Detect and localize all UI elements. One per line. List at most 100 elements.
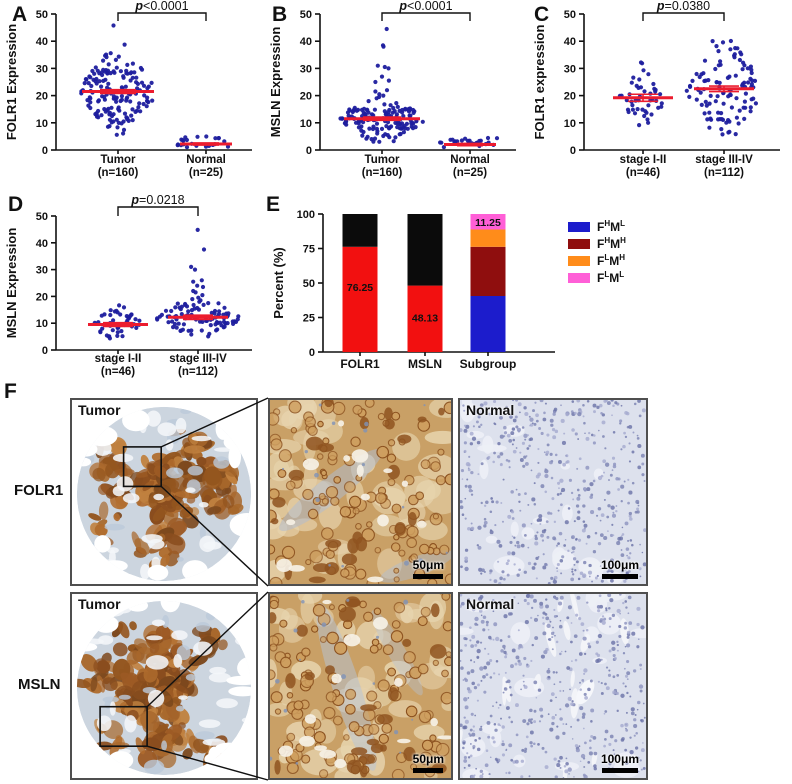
axes <box>51 215 252 351</box>
svg-text:50: 50 <box>300 9 312 21</box>
segment-FOLR1-low <box>342 214 378 247</box>
svg-text:30: 30 <box>300 63 312 75</box>
panel-f-label: F <box>4 380 17 403</box>
dots-Normal <box>175 134 231 150</box>
group-label: Tumor <box>101 154 136 166</box>
folr1-row-label: FOLR1 <box>14 482 64 499</box>
bar-FOLR1 <box>342 214 378 352</box>
significance-bracket <box>117 12 207 21</box>
svg-text:0: 0 <box>42 145 48 157</box>
segment-FH-ML <box>470 295 506 352</box>
panel-a-label: A <box>12 3 28 26</box>
msln-tumor-image-label: Tumor <box>78 596 121 612</box>
scatter-plot-D: 0 10 20 30 40 50 MSLN Expression stage I-II(n=4… <box>4 193 252 378</box>
legend-swatch-fhml <box>568 221 590 232</box>
legend-item-fhmh: FHMH <box>568 237 626 250</box>
median-line-stage III-IV <box>168 314 228 321</box>
significance-bracket <box>381 12 471 21</box>
ihc-zoom-texture <box>270 594 451 778</box>
folr1-normal-scalebar: 100μm <box>601 559 639 579</box>
bar-value-label: 48.13 <box>412 313 438 325</box>
legend-label-fhmh: FHMH <box>597 236 626 251</box>
svg-text:40: 40 <box>36 238 48 250</box>
legend-label-flmh: FLMH <box>597 253 626 268</box>
p-value-label: p<0.0001 <box>398 0 452 13</box>
legend-label-fhml: FHML <box>597 219 626 234</box>
svg-text:20: 20 <box>564 91 576 103</box>
svg-text:40: 40 <box>300 36 312 48</box>
group-label: Tumor <box>365 154 400 166</box>
folr1-normal-image: Normal 100μm <box>458 398 648 586</box>
svg-text:0: 0 <box>42 345 48 357</box>
legend-swatch-fhmh <box>568 238 590 249</box>
panel-d-label: D <box>8 193 24 216</box>
median-line-Normal <box>180 142 232 146</box>
dots-Tumor <box>79 23 155 137</box>
panel-b-chart-msln-tumor-vs-normal: 0 10 20 30 40 50 MSLN Expression Tumor (n=160) No… <box>264 0 528 195</box>
svg-text:20: 20 <box>300 91 312 103</box>
significance-bracket <box>117 206 199 216</box>
svg-text:40: 40 <box>36 36 48 48</box>
svg-text:50: 50 <box>36 9 48 21</box>
median-line-Tumor <box>82 88 154 95</box>
folr1-zoom-scalebar: 50μm <box>413 559 444 579</box>
scalebar-line <box>601 574 638 579</box>
segment-FH-MH <box>470 246 506 296</box>
p-value-label: p<0.0001 <box>134 0 188 13</box>
panel-e-label: E <box>266 193 281 216</box>
svg-text:30: 30 <box>564 63 576 75</box>
legend-item-flml: FLML <box>568 271 626 284</box>
y-axis-title: MSLN Expression <box>4 228 19 339</box>
y-axis-title: FOLR1 expression <box>532 25 547 140</box>
dots-stage III-IV <box>155 227 241 339</box>
svg-text:(n=46): (n=46) <box>626 167 660 179</box>
dots-stage I-II <box>617 60 664 128</box>
normal-tissue-texture <box>460 400 646 584</box>
group-label: stage I-II <box>95 353 142 365</box>
p-value-label: p=0.0218 <box>130 193 184 207</box>
msln-tumor-tma-image: Tumor <box>70 592 258 780</box>
svg-text:(n=112): (n=112) <box>178 366 218 378</box>
svg-text:(n=46): (n=46) <box>101 366 135 378</box>
svg-text:20: 20 <box>36 291 48 303</box>
median-line-Tumor <box>344 116 420 122</box>
group-label: stage III-IV <box>695 154 753 166</box>
legend-item-fhml: FHML <box>568 220 626 233</box>
median-line-stage III-IV <box>694 85 754 93</box>
bar-category-label: FOLR1 <box>340 357 380 371</box>
panel-d-chart-msln-by-stage: 0 10 20 30 40 50 MSLN Expression stage I-II (n=4… <box>0 190 264 385</box>
svg-text:0: 0 <box>570 145 576 157</box>
axes <box>51 13 252 151</box>
scatter-plot-B: 0 10 20 30 40 50 MSLN Expression Tumor(n=160) No… <box>268 0 516 179</box>
y-axis-title: MSLN Expression <box>268 27 283 138</box>
panel-c-chart-folr1-by-stage: 0 10 20 30 40 50 FOLR1 expression stage I-II (n=… <box>528 0 792 195</box>
scalebar-line <box>413 768 444 773</box>
dots-Tumor <box>338 26 425 144</box>
svg-text:25: 25 <box>303 313 315 325</box>
svg-text:50: 50 <box>36 211 48 223</box>
axes <box>315 13 516 151</box>
legend-label-flml: FLML <box>597 270 625 285</box>
msln-zoom-scalebar: 50μm <box>413 753 444 773</box>
y-axis-title: Percent (%) <box>271 247 286 319</box>
svg-text:20: 20 <box>36 91 48 103</box>
folr1-tumor-tma-image: Tumor <box>70 398 258 586</box>
significance-bracket <box>642 12 725 21</box>
p-value-label: p=0.0380 <box>656 0 710 13</box>
svg-text:10: 10 <box>564 118 576 130</box>
svg-text:10: 10 <box>36 318 48 330</box>
svg-text:30: 30 <box>36 63 48 75</box>
folr1-tumor-zoom-image: 50μm <box>268 398 453 586</box>
group-label: stage III-IV <box>169 353 227 365</box>
msln-row-label: MSLN <box>18 676 61 693</box>
bar-MSLN <box>407 214 443 352</box>
svg-text:0: 0 <box>306 145 312 157</box>
tma-core-texture <box>76 406 252 582</box>
median-line-Normal <box>444 142 496 147</box>
median-line-stage I-II <box>613 93 673 103</box>
bar-Subgroup <box>470 214 506 352</box>
bar-value-label: 11.25 <box>475 217 501 229</box>
group-label: Normal <box>450 154 490 166</box>
